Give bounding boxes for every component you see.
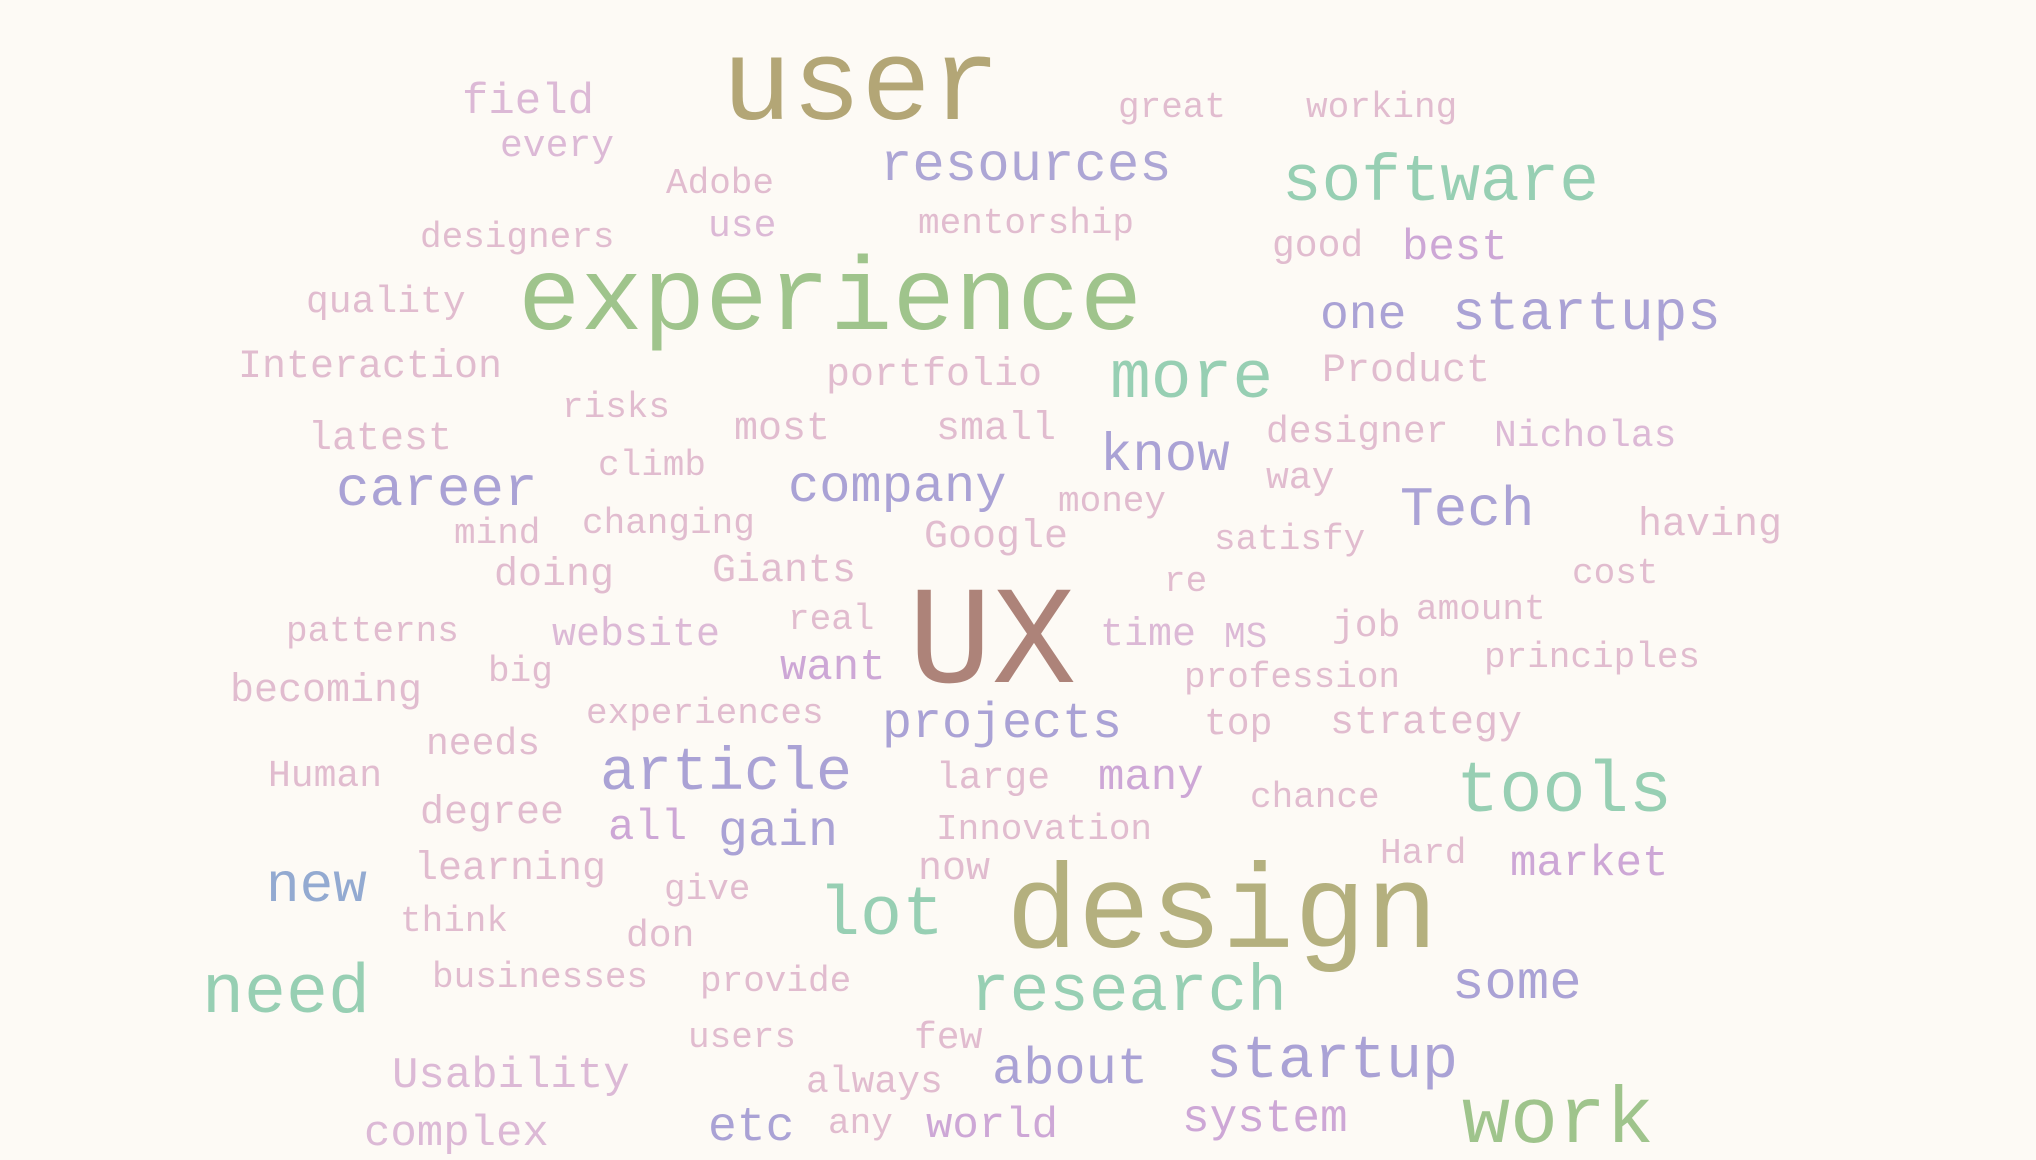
word-any: any — [828, 1103, 893, 1144]
word-top: top — [1204, 703, 1273, 746]
word-always: always — [806, 1061, 943, 1104]
word-complex: complex — [364, 1109, 549, 1159]
word-latest: latest — [308, 417, 453, 462]
word-money: money — [1058, 481, 1167, 522]
word-tech: Tech — [1400, 478, 1535, 542]
word-chance: chance — [1250, 777, 1380, 818]
word-resources: resources — [880, 136, 1172, 197]
word-learning: learning — [414, 847, 607, 892]
word-mentorship: mentorship — [918, 203, 1135, 244]
word-cost: cost — [1572, 553, 1659, 594]
word-don: don — [626, 915, 695, 958]
word-satisfy: satisfy — [1214, 519, 1366, 560]
word-startups: startups — [1452, 282, 1721, 346]
word-doing: doing — [494, 553, 615, 598]
word-real: real — [788, 599, 875, 640]
word-product: Product — [1322, 349, 1491, 394]
word-provide: provide — [700, 961, 852, 1002]
word-having: having — [1638, 503, 1783, 548]
word-best: best — [1402, 223, 1508, 273]
word-innovation: Innovation — [936, 809, 1153, 850]
word-startup: startup — [1206, 1028, 1459, 1096]
word-gain: gain — [718, 804, 839, 861]
word-now: now — [918, 847, 991, 892]
word-need: need — [202, 955, 371, 1034]
word-usability: Usability — [392, 1051, 630, 1101]
word-portfolio: portfolio — [826, 353, 1043, 398]
word-experience: experience — [518, 243, 1143, 361]
word-website: website — [552, 613, 721, 658]
word-system: system — [1182, 1093, 1348, 1145]
word-job: job — [1332, 605, 1401, 648]
word-use: use — [708, 205, 777, 248]
word-new: new — [266, 854, 367, 918]
word-designers: designers — [420, 217, 615, 258]
word-changing: changing — [582, 503, 755, 544]
word-know: know — [1100, 426, 1230, 487]
word-google: Google — [924, 515, 1069, 560]
word-career: career — [336, 458, 538, 522]
word-user: user — [722, 22, 1001, 154]
word-degree: degree — [420, 791, 565, 836]
word-adobe: Adobe — [666, 163, 775, 204]
word-patterns: patterns — [286, 611, 459, 652]
word-article: article — [600, 740, 853, 808]
word-research: research — [970, 955, 1287, 1030]
word-users: users — [688, 1017, 797, 1058]
word-giants: Giants — [712, 549, 857, 594]
word-quality: quality — [306, 281, 466, 324]
word-time: time — [1100, 613, 1197, 658]
word-company: company — [788, 458, 1007, 517]
word-lot: lot — [818, 877, 945, 956]
word-every: every — [500, 125, 615, 168]
word-work: work — [1462, 1076, 1655, 1160]
word-mind: mind — [454, 513, 541, 554]
word-projects: projects — [882, 696, 1123, 753]
word-most: most — [734, 407, 831, 452]
word-needs: needs — [426, 723, 541, 766]
word-few: few — [914, 1017, 983, 1060]
word-strategy: strategy — [1330, 701, 1523, 746]
word-designer: designer — [1266, 411, 1449, 454]
word-risks: risks — [562, 387, 671, 428]
word-all: all — [608, 803, 688, 853]
word-way: way — [1266, 457, 1335, 500]
word-about: about — [992, 1040, 1149, 1099]
word-human: Human — [268, 755, 383, 798]
word-small: small — [936, 407, 1057, 452]
word-tools: tools — [1456, 751, 1673, 833]
word-hard: Hard — [1380, 833, 1467, 874]
word-some: some — [1452, 954, 1582, 1015]
word-market: market — [1510, 839, 1669, 889]
word-world: world — [926, 1101, 1059, 1151]
word-design: design — [1006, 848, 1439, 984]
word-large: large — [936, 757, 1051, 800]
word-experiences: experiences — [586, 693, 824, 734]
word-becoming: becoming — [230, 669, 423, 714]
word-etc: etc — [708, 1101, 795, 1155]
word-one: one — [1320, 289, 1407, 343]
word-software: software — [1282, 145, 1599, 220]
word-good: good — [1272, 225, 1364, 268]
word-nicholas: Nicholas — [1494, 415, 1677, 458]
word-profession: profession — [1184, 657, 1401, 698]
word-field: field — [462, 77, 595, 127]
word-principles: principles — [1484, 637, 1701, 678]
word-ux: UX — [908, 566, 1077, 725]
word-ms: MS — [1224, 617, 1268, 658]
word-re: re — [1164, 561, 1208, 602]
word-amount: amount — [1416, 589, 1546, 630]
word-many: many — [1098, 753, 1204, 803]
word-interaction: Interaction — [238, 345, 503, 390]
word-more: more — [1110, 341, 1274, 418]
word-give: give — [664, 869, 751, 910]
word-businesses: businesses — [432, 957, 649, 998]
word-climb: climb — [598, 445, 707, 486]
word-working: working — [1306, 87, 1458, 128]
word-great: great — [1118, 87, 1227, 128]
word-think: think — [400, 901, 509, 942]
word-big: big — [488, 651, 553, 692]
word-want: want — [780, 643, 886, 693]
